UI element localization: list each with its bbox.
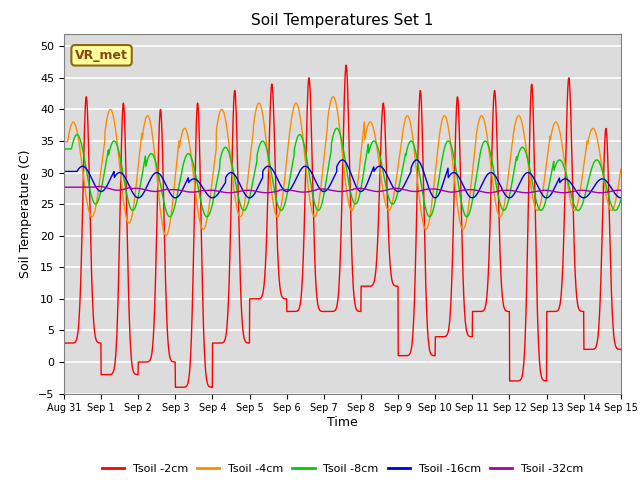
- Tsoil -16cm: [504, 195, 512, 201]
- Tsoil -8cm: [333, 125, 340, 131]
- Tsoil -16cm: [216, 189, 223, 195]
- Tsoil -2cm: [342, 62, 350, 68]
- Tsoil -4cm: [584, 142, 591, 147]
- Tsoil -2cm: [584, 347, 591, 352]
- Tsoil -32cm: [568, 189, 576, 194]
- Title: Soil Temperatures Set 1: Soil Temperatures Set 1: [252, 13, 433, 28]
- Tsoil -16cm: [60, 168, 68, 174]
- Tsoil -2cm: [617, 347, 625, 352]
- Tsoil -32cm: [95, 183, 103, 189]
- Tsoil -16cm: [371, 168, 378, 173]
- Tsoil -8cm: [584, 182, 591, 188]
- Tsoil -8cm: [371, 139, 379, 144]
- Tsoil -8cm: [359, 175, 367, 180]
- Tsoil -16cm: [617, 195, 625, 201]
- Tsoil -4cm: [163, 233, 170, 239]
- Tsoil -32cm: [617, 187, 625, 193]
- Line: Tsoil -4cm: Tsoil -4cm: [64, 97, 621, 236]
- Line: Tsoil -2cm: Tsoil -2cm: [64, 65, 621, 387]
- Tsoil -8cm: [568, 195, 576, 201]
- Text: VR_met: VR_met: [75, 49, 128, 62]
- Tsoil -8cm: [216, 166, 223, 171]
- Y-axis label: Soil Temperature (C): Soil Temperature (C): [19, 149, 33, 278]
- Tsoil -32cm: [216, 189, 223, 194]
- Legend: Tsoil -2cm, Tsoil -4cm, Tsoil -8cm, Tsoil -16cm, Tsoil -32cm: Tsoil -2cm, Tsoil -4cm, Tsoil -8cm, Tsoi…: [97, 459, 588, 478]
- Tsoil -2cm: [60, 340, 68, 346]
- X-axis label: Time: Time: [327, 416, 358, 429]
- Tsoil -8cm: [60, 146, 68, 152]
- Tsoil -4cm: [505, 170, 513, 176]
- Tsoil -32cm: [60, 184, 68, 190]
- Line: Tsoil -16cm: Tsoil -16cm: [64, 160, 621, 198]
- Tsoil -4cm: [568, 204, 576, 210]
- Line: Tsoil -32cm: Tsoil -32cm: [64, 186, 621, 193]
- Tsoil -2cm: [216, 340, 223, 346]
- Tsoil -8cm: [505, 197, 513, 203]
- Tsoil -2cm: [505, 309, 513, 314]
- Tsoil -2cm: [371, 275, 379, 280]
- Tsoil -2cm: [359, 283, 367, 289]
- Line: Tsoil -8cm: Tsoil -8cm: [64, 128, 621, 217]
- Tsoil -16cm: [584, 193, 591, 199]
- Tsoil -16cm: [568, 181, 575, 187]
- Tsoil -4cm: [617, 167, 625, 172]
- Tsoil -32cm: [504, 187, 512, 193]
- Tsoil -4cm: [371, 133, 379, 139]
- Tsoil -4cm: [60, 139, 68, 144]
- Tsoil -4cm: [216, 110, 223, 116]
- Tsoil -4cm: [330, 94, 337, 100]
- Tsoil -2cm: [172, 384, 179, 390]
- Tsoil -32cm: [371, 189, 379, 194]
- Tsoil -4cm: [359, 132, 367, 138]
- Tsoil -32cm: [359, 186, 367, 192]
- Tsoil -32cm: [584, 188, 591, 193]
- Tsoil -16cm: [413, 157, 420, 163]
- Tsoil -2cm: [568, 162, 576, 168]
- Tsoil -16cm: [358, 188, 366, 194]
- Tsoil -8cm: [203, 214, 211, 220]
- Tsoil -8cm: [617, 197, 625, 203]
- Tsoil -32cm: [522, 190, 530, 196]
